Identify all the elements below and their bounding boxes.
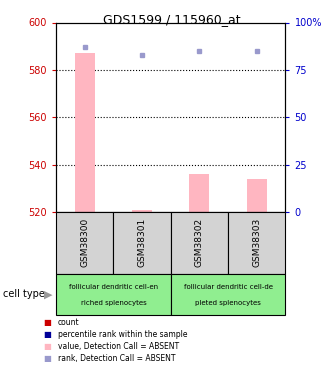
Text: GSM38302: GSM38302	[195, 218, 204, 267]
Text: cell type: cell type	[3, 290, 45, 299]
Text: GSM38303: GSM38303	[252, 218, 261, 267]
Bar	[247, 179, 267, 212]
Bar	[114, 212, 171, 274]
Text: ■: ■	[43, 354, 51, 363]
Text: GSM38301: GSM38301	[138, 218, 147, 267]
Bar	[75, 53, 95, 212]
Text: GSM38300: GSM38300	[80, 218, 89, 267]
Bar	[56, 212, 114, 274]
Text: GDS1599 / 115960_at: GDS1599 / 115960_at	[103, 13, 241, 26]
Bar	[56, 274, 171, 315]
Text: percentile rank within the sample: percentile rank within the sample	[58, 330, 187, 339]
Bar	[132, 210, 152, 212]
Text: follicular dendritic cell-en: follicular dendritic cell-en	[69, 284, 158, 290]
Bar	[171, 212, 228, 274]
Text: ■: ■	[43, 318, 51, 327]
Text: ■: ■	[43, 330, 51, 339]
Text: ■: ■	[43, 342, 51, 351]
Text: value, Detection Call = ABSENT: value, Detection Call = ABSENT	[58, 342, 179, 351]
Text: count: count	[58, 318, 80, 327]
Text: pleted splenocytes: pleted splenocytes	[195, 300, 261, 306]
Text: ▶: ▶	[44, 290, 52, 299]
Bar	[189, 174, 210, 212]
Text: follicular dendritic cell-de: follicular dendritic cell-de	[183, 284, 273, 290]
Text: riched splenocytes: riched splenocytes	[81, 300, 146, 306]
Bar	[228, 212, 285, 274]
Text: rank, Detection Call = ABSENT: rank, Detection Call = ABSENT	[58, 354, 175, 363]
Bar	[171, 274, 285, 315]
